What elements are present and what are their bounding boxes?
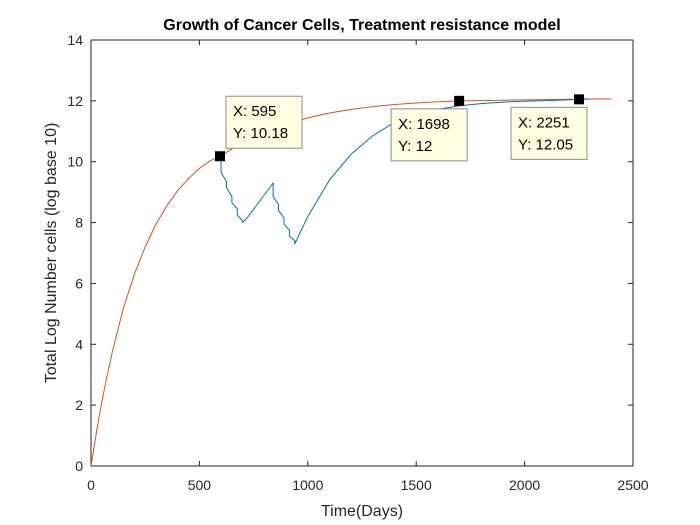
- datatip-background: [390, 108, 468, 162]
- y-tick-label: 12: [67, 93, 83, 109]
- y-tick-label: 4: [75, 336, 83, 352]
- y-axis-label: Total Log Number cells (log base 10): [43, 123, 60, 384]
- datatip-y-value: Y: 12: [398, 138, 432, 155]
- x-tick-label: 1000: [292, 477, 323, 493]
- datatip-background: [225, 95, 303, 149]
- x-tick-label: 500: [188, 477, 212, 493]
- x-tick-label: 0: [87, 477, 95, 493]
- x-tick-label: 1500: [401, 477, 432, 493]
- y-tick-label: 0: [75, 458, 83, 474]
- datatip-x-value: X: 595: [233, 103, 276, 120]
- datatip-markers: [214, 94, 585, 162]
- datatip-x-value: X: 1698: [398, 116, 450, 133]
- datatip-marker[interactable]: [214, 151, 225, 162]
- y-tick-label: 10: [67, 154, 83, 170]
- datatip-y-value: Y: 12.05: [518, 136, 573, 153]
- axis-ticks: 0 500 1000 1500 2000 2500 0 2 4 6 8 10 12 14: [67, 32, 648, 493]
- datatip-marker[interactable]: [454, 95, 465, 106]
- y-tick-label: 8: [75, 215, 83, 231]
- plot-area: [90, 39, 634, 467]
- datatip-boxes: X: 595 Y: 10.18 X: 2251 Y: 12.05 X: 1698 Y: 1…: [225, 95, 588, 162]
- y-tick-label: 6: [75, 275, 83, 291]
- datatip-box[interactable]: X: 595 Y: 10.18: [225, 95, 303, 149]
- datatip-y-value: Y: 10.18: [233, 125, 288, 142]
- chart-title: Growth of Cancer Cells, Treatment resist…: [163, 17, 560, 34]
- datatip-x-value: X: 2251: [518, 114, 570, 131]
- x-axis-label: Time(Days): [321, 503, 403, 520]
- datatip-box[interactable]: X: 1698 Y: 12: [390, 108, 468, 162]
- datatip-background: [510, 106, 588, 160]
- x-tick-label: 2000: [509, 477, 540, 493]
- y-tick-label: 2: [75, 397, 83, 413]
- y-tick-label: 14: [67, 32, 83, 48]
- datatip-box[interactable]: X: 2251 Y: 12.05: [510, 106, 588, 160]
- datatip-marker[interactable]: [574, 94, 585, 105]
- series-line-treated: [220, 98, 590, 245]
- x-tick-label: 2500: [617, 477, 648, 493]
